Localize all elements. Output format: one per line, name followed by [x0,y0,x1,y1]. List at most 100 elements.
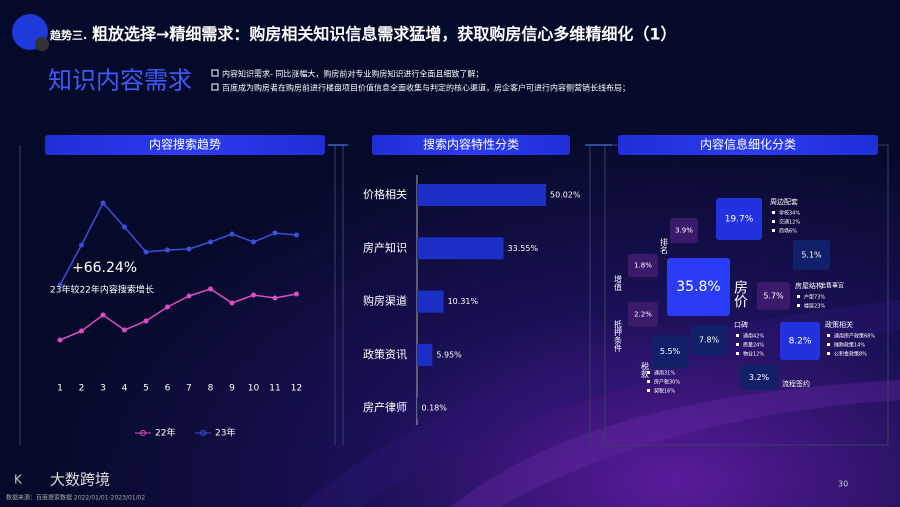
section-title: 知识内容需求 [48,67,192,95]
legend-label: 23年 [215,427,235,439]
tile-label: 抵押条件 [614,319,623,353]
point [229,300,235,306]
tile-value: 35.8% [676,279,720,295]
tile-item: 质量24% [743,342,764,349]
footer-source: 数据来源：百度搜索数据 2022/01/01-2023/01/02 [6,494,145,502]
tile-value: 19.7% [725,215,754,225]
point [251,292,256,298]
y-tick-label: 政策资讯 [363,347,407,361]
item-box [827,343,830,346]
bullet-box [211,69,219,77]
tile [628,302,658,327]
tile-value: 1.8% [634,262,652,270]
y-tick-label: 价格相关 [363,187,407,201]
value-label: 0.18% [421,404,447,413]
item-box [647,371,650,374]
tile-item: 通用42% [743,333,764,340]
point [57,337,63,343]
bullet: 内容知识需求- 同比涨幅大，购房前对专业购房知识进行全面且细致了解； [222,69,483,79]
tile-item: 摊购政策14% [834,342,865,349]
x-tick-label: 9 [229,384,235,394]
point [100,312,106,318]
bar [417,184,547,206]
tile-item: 楼层23% [804,303,825,310]
legend-marker [200,430,206,436]
panel-header [618,135,878,155]
tile [793,240,830,270]
tile [740,365,778,390]
tile-item: 房产税30% [654,379,680,386]
tile-value: 7.8% [699,336,720,345]
point [229,231,235,237]
tile-value: 3.9% [675,227,693,235]
item-box [647,380,650,383]
value-label: 33.55% [508,244,539,253]
tile-label: 税款 [641,361,650,379]
point [272,295,278,301]
legend-label: 22年 [155,427,175,439]
bar [417,290,444,313]
series-line [59,201,297,286]
tile-value: 5.1% [801,251,822,260]
footer-logo: 大数跨境 [50,471,110,489]
tile-item: 通用房产政策68% [834,333,875,340]
x-tick-label: 7 [186,384,192,394]
point [208,286,213,292]
y-tick-label: 房产知识 [363,240,407,254]
x-tick-label: 11 [269,384,280,394]
x-tick-label: 10 [248,384,260,394]
header-title: 粗放选择→精细需求：购房相关知识信息需求猛增，获取购房信心多维精细化（1） [92,25,677,44]
x-tick-label: 1 [57,384,63,394]
item-box [772,229,775,232]
point [208,239,213,245]
point [165,247,170,253]
bar [417,237,504,260]
tile-item: 户型73% [804,294,825,301]
panel-title: 内容搜索趋势 [149,137,221,152]
x-tick-label: 2 [79,384,85,394]
tile [690,325,728,355]
item-box [827,352,830,355]
panel-title: 搜索内容特性分类 [423,137,519,152]
series-line [59,288,297,341]
legend-marker [140,430,146,436]
header-tag: 趋势三. [50,28,87,42]
tile-label: 流程签约 [782,379,810,388]
tile-label: 周边配套 [770,197,798,206]
point [122,224,127,230]
y-tick-label: 购房渠道 [363,294,407,308]
point [79,242,84,248]
point [294,291,299,297]
item-box [736,343,739,346]
tile [757,282,790,310]
bullet-box [211,83,219,91]
tile-label: 房屋结构 [795,281,823,290]
panel-header [372,135,570,155]
tile [670,218,698,243]
tile-item: 公积金政策8% [834,351,867,358]
value-label: 50.02% [550,191,581,200]
item-box [736,334,739,337]
tile [628,254,658,277]
item-box [797,295,800,298]
x-tick-label: 6 [165,384,171,394]
tile-label: 口碑 [734,320,748,329]
bar [417,343,433,366]
panel-title: 内容信息细化分类 [700,137,796,152]
tile-value: 5.7% [763,292,784,301]
point [165,304,170,310]
tile-label: 房价 [732,280,748,308]
tile-item: 学校34% [779,210,800,217]
point [294,232,299,238]
tile-item: 通用31% [654,370,675,377]
value-label: 10.31% [448,297,479,306]
tile-label: 增值 [614,274,623,292]
panel-header [45,135,325,155]
logo-dot [35,37,49,51]
tile-item: 交通12% [779,219,800,226]
tile-item: 物业12% [743,351,764,358]
point [143,318,149,324]
x-tick-label: 5 [143,384,149,394]
tile-value: 8.2% [789,337,812,347]
